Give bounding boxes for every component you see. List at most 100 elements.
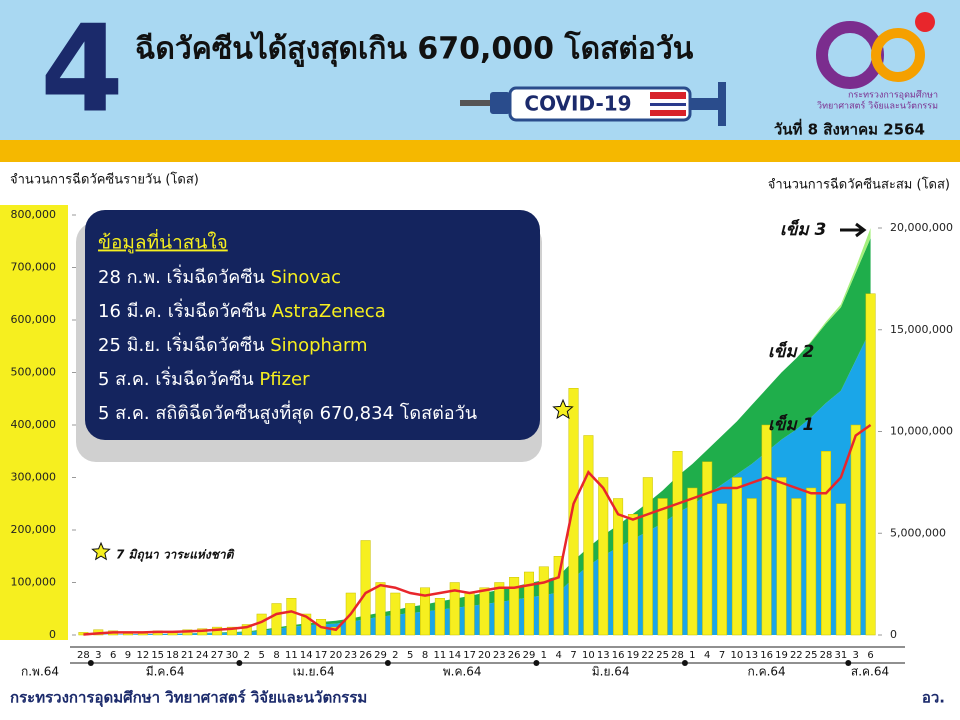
x-tick-label: 5 — [407, 650, 413, 661]
info-box — [85, 210, 540, 440]
y2-tick-label: 5,000,000 — [890, 526, 946, 539]
info-text: 5 ส.ค. สถิติฉีดวัคซีนสูงที่สุด 670,834 โ… — [98, 400, 477, 424]
y-tick-label: 200,000 — [11, 523, 57, 536]
bar — [301, 613, 312, 636]
bar — [776, 477, 787, 636]
bar — [330, 626, 341, 636]
y2-tick-label: 20,000,000 — [890, 221, 953, 234]
x-tick-label: 9 — [125, 650, 131, 661]
title: ฉีดวัคซีนได้สูงสุดเกิน 670,000 โดสต่อวัน — [135, 30, 694, 68]
x-tick-label: 22 — [790, 650, 803, 661]
x-tick-label: 8 — [422, 650, 428, 661]
bar — [390, 592, 401, 636]
bar — [434, 598, 445, 636]
x-tick-label: 26 — [508, 650, 521, 661]
bar — [731, 477, 742, 636]
annotation: เข็ม 3 — [780, 218, 826, 240]
month-separator — [845, 660, 852, 666]
x-tick-label: 2 — [392, 650, 398, 661]
bar — [761, 424, 772, 636]
x-tick-label: 25 — [805, 650, 818, 661]
bar — [405, 603, 416, 636]
logo — [816, 12, 935, 89]
y-tick-label: 800,000 — [11, 208, 57, 221]
x-tick-label: 28 — [671, 650, 684, 661]
x-tick-label: 16 — [612, 650, 625, 661]
info-text: 16 มี.ค. เริ่มฉีดวัคซีน — [98, 298, 272, 322]
info-item: 5 ส.ค. สถิติฉีดวัคซีนสูงที่สุด 670,834 โ… — [98, 400, 477, 424]
y-axis-band — [0, 205, 68, 640]
x-tick-label: 1 — [689, 650, 695, 661]
x-tick-label: 13 — [745, 650, 758, 661]
x-tick-label: 31 — [835, 650, 848, 661]
x-tick-label: 3 — [95, 650, 101, 661]
bar — [791, 498, 802, 636]
x-tick-label: 7 — [570, 650, 576, 661]
bar — [479, 587, 490, 636]
bar — [865, 293, 876, 636]
x-tick-label: 22 — [641, 650, 654, 661]
month-separator — [681, 660, 688, 666]
y-tick-label: 100,000 — [11, 576, 57, 589]
bar — [271, 603, 282, 636]
x-tick-label: 20 — [330, 650, 343, 661]
y-tick-label: 0 — [49, 628, 56, 641]
star — [552, 398, 574, 420]
x-tick-label: 4 — [555, 650, 561, 661]
x-tick-label: 16 — [760, 650, 773, 661]
bar — [360, 540, 371, 636]
bar — [568, 388, 579, 636]
arrow — [840, 222, 867, 238]
month-separator — [87, 660, 94, 666]
annotation: เข็ม 1 — [768, 413, 814, 435]
x-tick-label: 10 — [582, 650, 595, 661]
x-tick-label: 20 — [478, 650, 491, 661]
info-text: 25 มิ.ย. เริ่มฉีดวัคซีน — [98, 332, 270, 356]
x-tick-label: 11 — [285, 650, 298, 661]
x-tick-label: 14 — [300, 650, 313, 661]
bar — [241, 624, 252, 636]
x-tick-label: 30 — [226, 650, 239, 661]
info-item: 25 มิ.ย. เริ่มฉีดวัคซีน Sinopharm — [98, 332, 368, 356]
x-tick-label: 25 — [656, 650, 669, 661]
info-highlight: Pfizer — [259, 369, 310, 390]
y2-tick-label: 10,000,000 — [890, 425, 953, 438]
bar — [583, 435, 594, 636]
bar — [627, 514, 638, 636]
bar — [449, 582, 460, 636]
yellow-band — [0, 140, 960, 162]
x-tick-label: 5 — [258, 650, 264, 661]
bar — [553, 556, 564, 636]
bar — [657, 498, 668, 636]
x-tick-label: 28 — [77, 650, 90, 661]
footer-left: กระทรวงการอุดมศึกษา วิทยาศาสตร์ วิจัยและ… — [10, 689, 367, 708]
month-separator — [533, 660, 540, 666]
info-highlight: Sinopharm — [270, 335, 367, 356]
bar — [702, 461, 713, 636]
bar — [613, 498, 624, 636]
annotation: 7 มิถุนา วาระแห่งชาติ — [116, 548, 235, 563]
bar — [538, 566, 549, 636]
x-tick-label: 14 — [448, 650, 461, 661]
y2-tick-label: 15,000,000 — [890, 323, 953, 336]
x-tick-label: 10 — [731, 650, 744, 661]
y2-axis-title: จำนวนการฉีดวัคซีนสะสม (โดส) — [768, 177, 950, 193]
bar — [286, 598, 297, 636]
y2-tick-label: 0 — [890, 628, 897, 641]
info-text: 5 ส.ค. เริ่มฉีดวัคซีน — [98, 366, 259, 390]
bar — [717, 503, 728, 636]
bar — [642, 477, 653, 636]
bar — [494, 582, 505, 636]
x-tick-label: 17 — [463, 650, 476, 661]
info-highlight: Sinovac — [271, 267, 341, 288]
x-tick-label: 15 — [151, 650, 164, 661]
bar — [687, 487, 698, 636]
footer-right: อว. — [922, 689, 945, 707]
month-label: มิ.ย.64 — [592, 665, 630, 679]
y-tick-label: 300,000 — [11, 471, 57, 484]
bar — [672, 451, 683, 636]
month-label: ส.ค.64 — [851, 665, 889, 679]
x-tick-label: 26 — [359, 650, 372, 661]
y-axis-title: จำนวนการฉีดวัคซีนรายวัน (โดส) — [10, 172, 199, 188]
